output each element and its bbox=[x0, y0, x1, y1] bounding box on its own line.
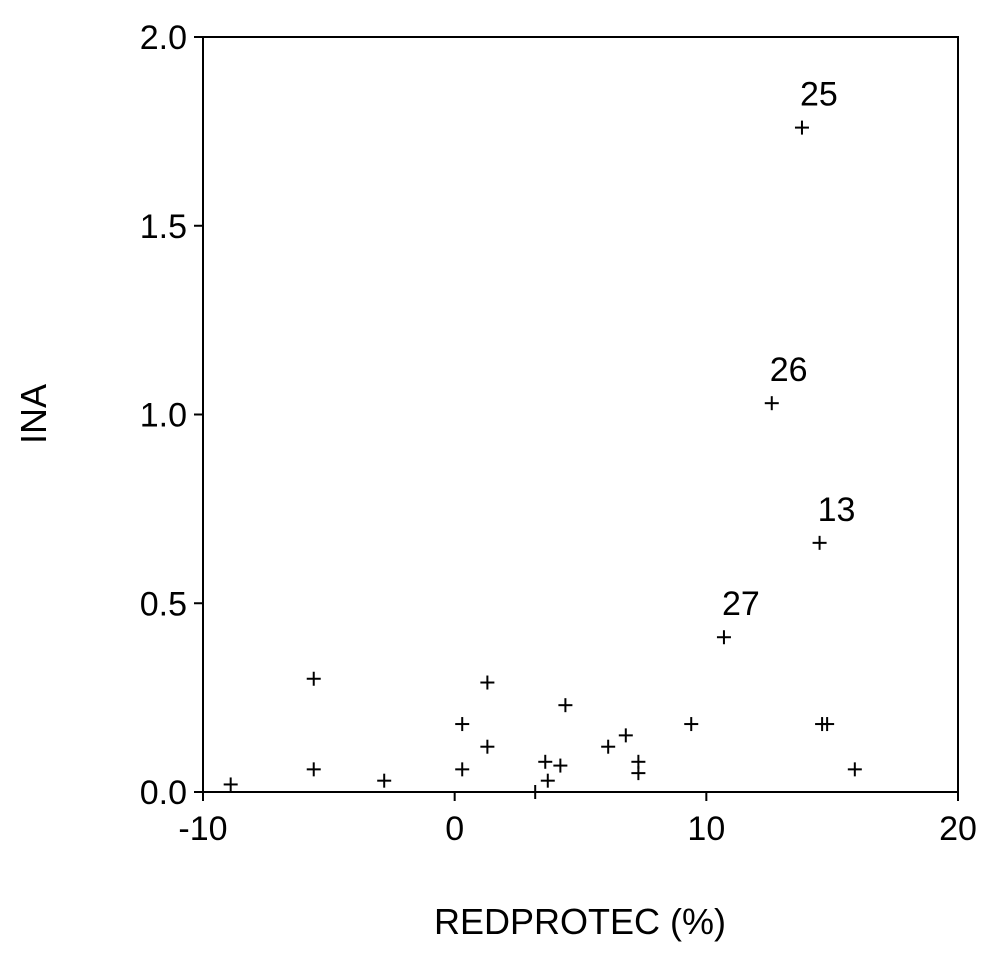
data-point bbox=[306, 671, 321, 686]
y-axis-title: INA bbox=[13, 384, 54, 444]
x-axis-title: REDPROTEC (%) bbox=[434, 901, 726, 942]
point-label: 27 bbox=[722, 585, 760, 623]
axis-ticks bbox=[194, 36, 959, 801]
y-tick-label: 2.0 bbox=[140, 19, 187, 57]
data-point bbox=[455, 762, 470, 777]
x-tick-label: 20 bbox=[939, 810, 977, 848]
y-tick-label: 1.5 bbox=[140, 208, 187, 246]
data-point bbox=[377, 773, 392, 788]
data-point bbox=[558, 698, 573, 713]
y-tick-label: 0.5 bbox=[140, 585, 187, 623]
data-point bbox=[223, 777, 238, 792]
data-point bbox=[812, 535, 827, 550]
x-tick-label: -10 bbox=[178, 810, 227, 848]
point-labels: 27 26 25 13 bbox=[722, 76, 855, 624]
data-point bbox=[631, 766, 646, 781]
point-label: 13 bbox=[818, 491, 856, 529]
data-point bbox=[684, 717, 699, 732]
data-point bbox=[538, 754, 553, 769]
data-point bbox=[847, 762, 862, 777]
point-label: 26 bbox=[770, 351, 808, 389]
data-point bbox=[794, 120, 809, 135]
data-point bbox=[618, 728, 633, 743]
data-point bbox=[480, 675, 495, 690]
data-point bbox=[553, 758, 568, 773]
data-point bbox=[480, 739, 495, 754]
data-point bbox=[528, 785, 543, 799]
data-point bbox=[764, 396, 779, 411]
x-tick-label: 10 bbox=[687, 810, 725, 848]
data-point bbox=[601, 739, 616, 754]
data-point bbox=[716, 630, 731, 645]
data-point bbox=[306, 762, 321, 777]
tick-labels: -10 0 10 20 0.0 0.5 1.0 1.5 2.0 bbox=[140, 19, 977, 848]
point-label: 25 bbox=[800, 76, 838, 114]
data-points bbox=[223, 120, 862, 799]
data-point bbox=[455, 717, 470, 732]
x-tick-label: 0 bbox=[445, 810, 464, 848]
data-point bbox=[540, 773, 555, 788]
data-point bbox=[820, 717, 835, 732]
y-tick-label: 0.0 bbox=[140, 774, 187, 812]
y-tick-label: 1.0 bbox=[140, 397, 187, 435]
